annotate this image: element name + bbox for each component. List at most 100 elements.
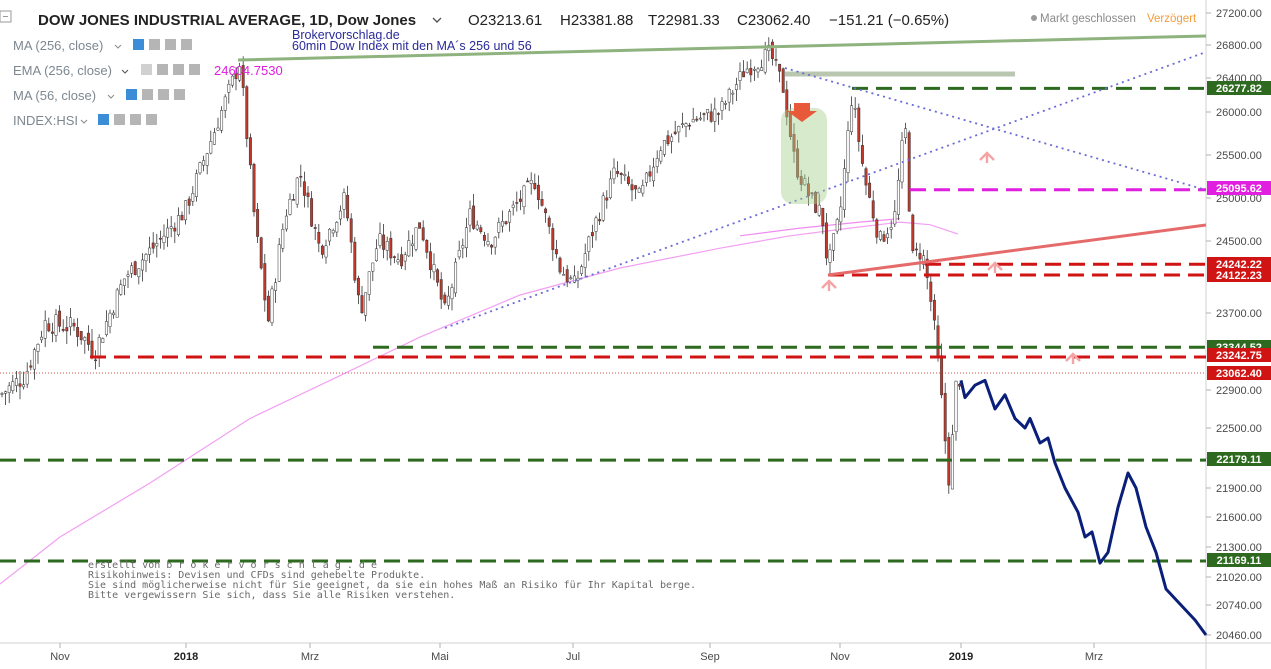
candle-body — [940, 355, 944, 396]
ohlc-open: O23213.61 — [468, 12, 542, 29]
visibility-toggle-icon[interactable] — [98, 114, 109, 125]
chevron-down-icon[interactable] — [121, 69, 129, 74]
candle-body — [198, 162, 202, 174]
dotted-downtrend-line[interactable] — [784, 67, 1207, 191]
candle-body — [119, 284, 123, 295]
candle-body — [374, 248, 378, 262]
candle-body — [558, 257, 562, 273]
candle-body — [176, 215, 180, 235]
candle-body — [810, 192, 814, 195]
chevron-down-icon[interactable] — [432, 17, 442, 23]
candle-body — [630, 184, 634, 191]
candle-body — [320, 245, 324, 255]
chevron-down-icon[interactable] — [80, 119, 88, 124]
candle-body — [590, 232, 594, 237]
candle-body — [11, 381, 15, 391]
symbol-title[interactable]: DOW JONES INDUSTRIAL AVERAGE, 1D, Dow Jo… — [38, 12, 416, 29]
visibility-toggle-icon[interactable] — [126, 89, 137, 100]
candle-body — [796, 148, 800, 178]
candle-body — [832, 233, 836, 251]
candle-body — [403, 254, 407, 262]
indicator-ma256-label[interactable]: MA (256, close) — [13, 38, 103, 53]
candle-body — [367, 271, 371, 295]
close-icon[interactable] — [181, 39, 192, 50]
candle-body — [540, 199, 544, 206]
candle-body — [526, 180, 530, 183]
chevron-down-icon[interactable] — [114, 44, 122, 49]
chevron-down-icon[interactable] — [107, 94, 115, 99]
visibility-toggle-icon[interactable] — [141, 64, 152, 75]
candle-body — [817, 204, 821, 216]
visibility-toggle-icon[interactable] — [133, 39, 144, 50]
candle-body — [770, 41, 774, 59]
candle-body — [450, 287, 454, 300]
candle-body — [227, 83, 231, 93]
y-tick-label: 22900.00 — [1216, 385, 1262, 397]
candle-body — [652, 166, 656, 182]
plus-icon[interactable] — [158, 89, 169, 100]
candle-body — [857, 107, 861, 142]
gear-icon[interactable] — [149, 39, 160, 50]
minus-square-icon[interactable] — [0, 10, 12, 23]
time-axis[interactable]: Nov 2018 Mrz Mai Jul Sep Nov 2019 Mrz — [50, 643, 1103, 663]
candle-body — [137, 268, 141, 278]
candle-body — [745, 68, 749, 73]
gear-icon[interactable] — [157, 64, 168, 75]
indicator-ema256-value: 24604.7530 — [214, 63, 283, 78]
y-tick-label: 25500.00 — [1216, 150, 1262, 162]
candle-body — [86, 332, 90, 345]
candle-body — [382, 234, 386, 250]
candle-body — [666, 135, 670, 145]
candle-body — [504, 221, 508, 225]
candle-body — [493, 236, 497, 248]
indicator-hsi-label[interactable]: INDEX:HSI — [13, 113, 78, 128]
candle-body — [436, 269, 440, 283]
close-icon[interactable] — [146, 114, 157, 125]
candle-body — [569, 277, 573, 280]
close-icon[interactable] — [174, 89, 185, 100]
candle-body — [421, 227, 425, 241]
candle-body — [306, 192, 310, 197]
gear-icon[interactable] — [142, 89, 153, 100]
candle-body — [425, 239, 429, 253]
candle-body — [79, 331, 83, 341]
upper-trendline-green[interactable] — [237, 34, 1207, 62]
candle-body — [889, 227, 893, 230]
candle-body — [122, 278, 126, 286]
candle-body — [637, 187, 641, 193]
candle-body — [220, 110, 224, 131]
indicator-ma56-label[interactable]: MA (56, close) — [13, 88, 96, 103]
delay-label: Verzögert — [1147, 13, 1197, 25]
gear-icon[interactable] — [114, 114, 125, 125]
ohlc-high: H23381.88 — [560, 12, 633, 29]
projection-path[interactable] — [959, 378, 1208, 636]
candle-body — [702, 113, 706, 115]
candle-body — [331, 230, 335, 234]
close-icon[interactable] — [189, 64, 200, 75]
plus-icon[interactable] — [130, 114, 141, 125]
ma56-line — [739, 218, 901, 237]
x-tick-label: Nov — [50, 651, 70, 663]
candle-body — [720, 101, 724, 111]
plus-icon[interactable] — [173, 64, 184, 75]
price-tag: 23242.75 — [1207, 348, 1271, 362]
candle-body — [878, 231, 882, 240]
candle-body — [648, 171, 652, 177]
candle-body — [18, 383, 22, 387]
candle-body — [252, 164, 256, 213]
candle-body — [223, 96, 227, 111]
candle-body — [742, 71, 746, 78]
plus-icon[interactable] — [165, 39, 176, 50]
candle-body — [544, 208, 548, 214]
candle-body — [536, 184, 540, 200]
candle-body — [954, 380, 958, 433]
red-support-trendline[interactable] — [827, 223, 1207, 277]
candle-body — [310, 198, 314, 227]
candle-body — [115, 289, 119, 318]
price-axis[interactable]: 27200.0026800.0026400.0026000.0025500.00… — [1206, 8, 1262, 642]
candle-body — [36, 344, 40, 352]
candle-body — [360, 295, 364, 314]
candle-body — [295, 177, 299, 205]
indicator-ema256-label[interactable]: EMA (256, close) — [13, 63, 112, 78]
